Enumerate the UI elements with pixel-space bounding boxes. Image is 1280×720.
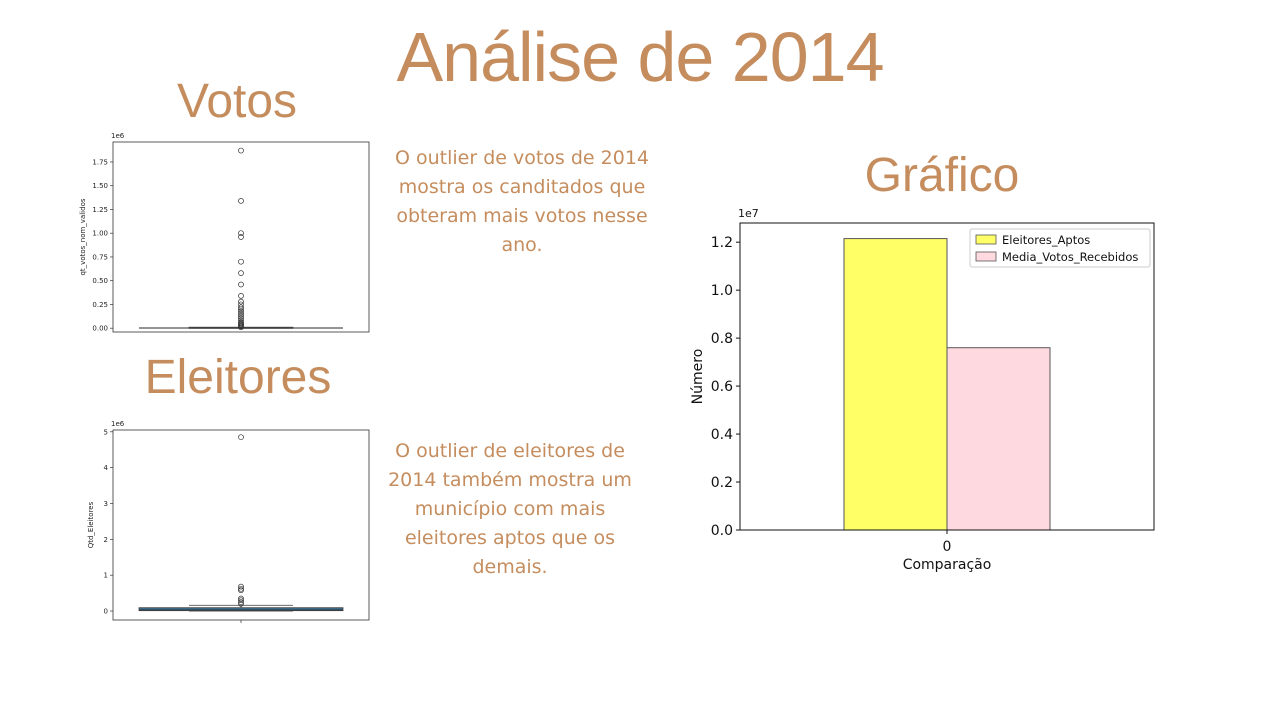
eleitores-heading: Eleitores <box>144 351 332 404</box>
legend-frame <box>969 228 1151 268</box>
outlier-point <box>238 585 244 592</box>
outlier-point <box>238 587 244 594</box>
outlier-point <box>238 281 244 288</box>
outlier-point <box>238 258 244 265</box>
y-tick-label: 2 <box>104 536 108 544</box>
y-tick-label: 1.2 <box>711 235 733 251</box>
outlier-point <box>238 293 244 299</box>
y-tick-label: 0.25 <box>92 301 108 309</box>
x-axis-label: Comparação <box>903 557 992 573</box>
y-tick-label: 1 <box>104 572 108 580</box>
outlier-point <box>238 308 244 314</box>
outlier-point <box>238 434 244 441</box>
y-tick-label: 4 <box>104 464 109 472</box>
offset-label: 1e6 <box>111 420 125 428</box>
outlier-point <box>238 147 244 154</box>
bar-media-votos-recebidos <box>946 347 1051 531</box>
y-tick-label: 0.8 <box>711 331 733 347</box>
y-tick-label: 0.6 <box>711 379 733 395</box>
comparison-bar-chart: 1e7 0.0 0.2 0.4 0.6 0.8 1.0 1.2 0 Comparação Númer… <box>690 207 1155 573</box>
x-tick-label: 0 <box>943 539 952 555</box>
outlier-point <box>238 324 244 331</box>
outlier-point <box>238 270 244 276</box>
y-tick-label: 0.50 <box>92 277 108 285</box>
outlier-point <box>238 234 244 240</box>
plot-frame <box>112 141 370 333</box>
y-tick-label: 0.75 <box>92 253 108 261</box>
y-axis-label: Número <box>690 349 706 405</box>
legend-swatch <box>975 251 997 262</box>
y-tick-label: 1.0 <box>711 283 733 299</box>
outlier-point <box>238 230 244 237</box>
y-tick-label: 1.75 <box>92 158 108 166</box>
y-tick-label: 0.2 <box>711 475 733 491</box>
y-tick-label: 0.00 <box>92 325 108 333</box>
y-tick-label: 1.50 <box>92 182 108 190</box>
outlier-point <box>238 198 244 204</box>
eleitores-description: O outlier de eleitores de 2014 também mo… <box>388 440 632 578</box>
outlier-point <box>238 313 244 320</box>
bar-eleitores-aptos <box>843 238 948 531</box>
outlier-point <box>238 583 244 590</box>
box <box>138 607 344 612</box>
outlier-point <box>238 597 244 604</box>
y-tick-label: 1.00 <box>92 230 108 238</box>
votos-boxplot: 1e6 0.00 0.25 0.50 0.75 1.00 1.25 1.50 1.75 qt_vo… <box>79 132 370 333</box>
offset-label: 1e7 <box>738 207 759 220</box>
y-axis-label: Qtd_Eleitores <box>87 501 95 548</box>
y-tick-label: 1.25 <box>92 206 108 214</box>
page-title: Análise de 2014 <box>396 18 884 96</box>
legend-swatch <box>975 234 997 245</box>
y-tick-label: 3 <box>104 500 108 508</box>
y-tick-label: 0.4 <box>711 427 733 443</box>
outlier-point <box>238 312 244 318</box>
offset-label: 1e6 <box>111 132 125 140</box>
votos-heading: Votos <box>176 75 298 128</box>
outlier-point <box>238 298 244 305</box>
outlier-point <box>238 595 244 602</box>
votos-description: O outlier de votos de 2014 mostra os can… <box>394 147 650 256</box>
y-tick-label: 0.0 <box>711 523 733 539</box>
y-axis-label: qt_votos_nom_validos <box>79 198 87 275</box>
eleitores-boxplot: 1e6 0 1 2 3 4 5 Qtd_Eleitores <box>87 420 370 623</box>
legend-label: Eleitores_Aptos <box>1002 233 1090 247</box>
grafico-heading: Gráfico <box>864 149 1020 202</box>
outlier-point <box>238 599 244 605</box>
outlier-point <box>238 306 244 313</box>
y-tick-label: 0 <box>104 608 108 616</box>
legend-label: Media_Votos_Recebidos <box>1002 250 1138 264</box>
outlier-point <box>238 601 244 607</box>
y-tick-label: 5 <box>104 428 108 436</box>
legend: Eleitores_Aptos Media_Votos_Recebidos <box>969 228 1151 268</box>
outlier-point <box>238 304 244 311</box>
outlier-point <box>238 310 244 316</box>
